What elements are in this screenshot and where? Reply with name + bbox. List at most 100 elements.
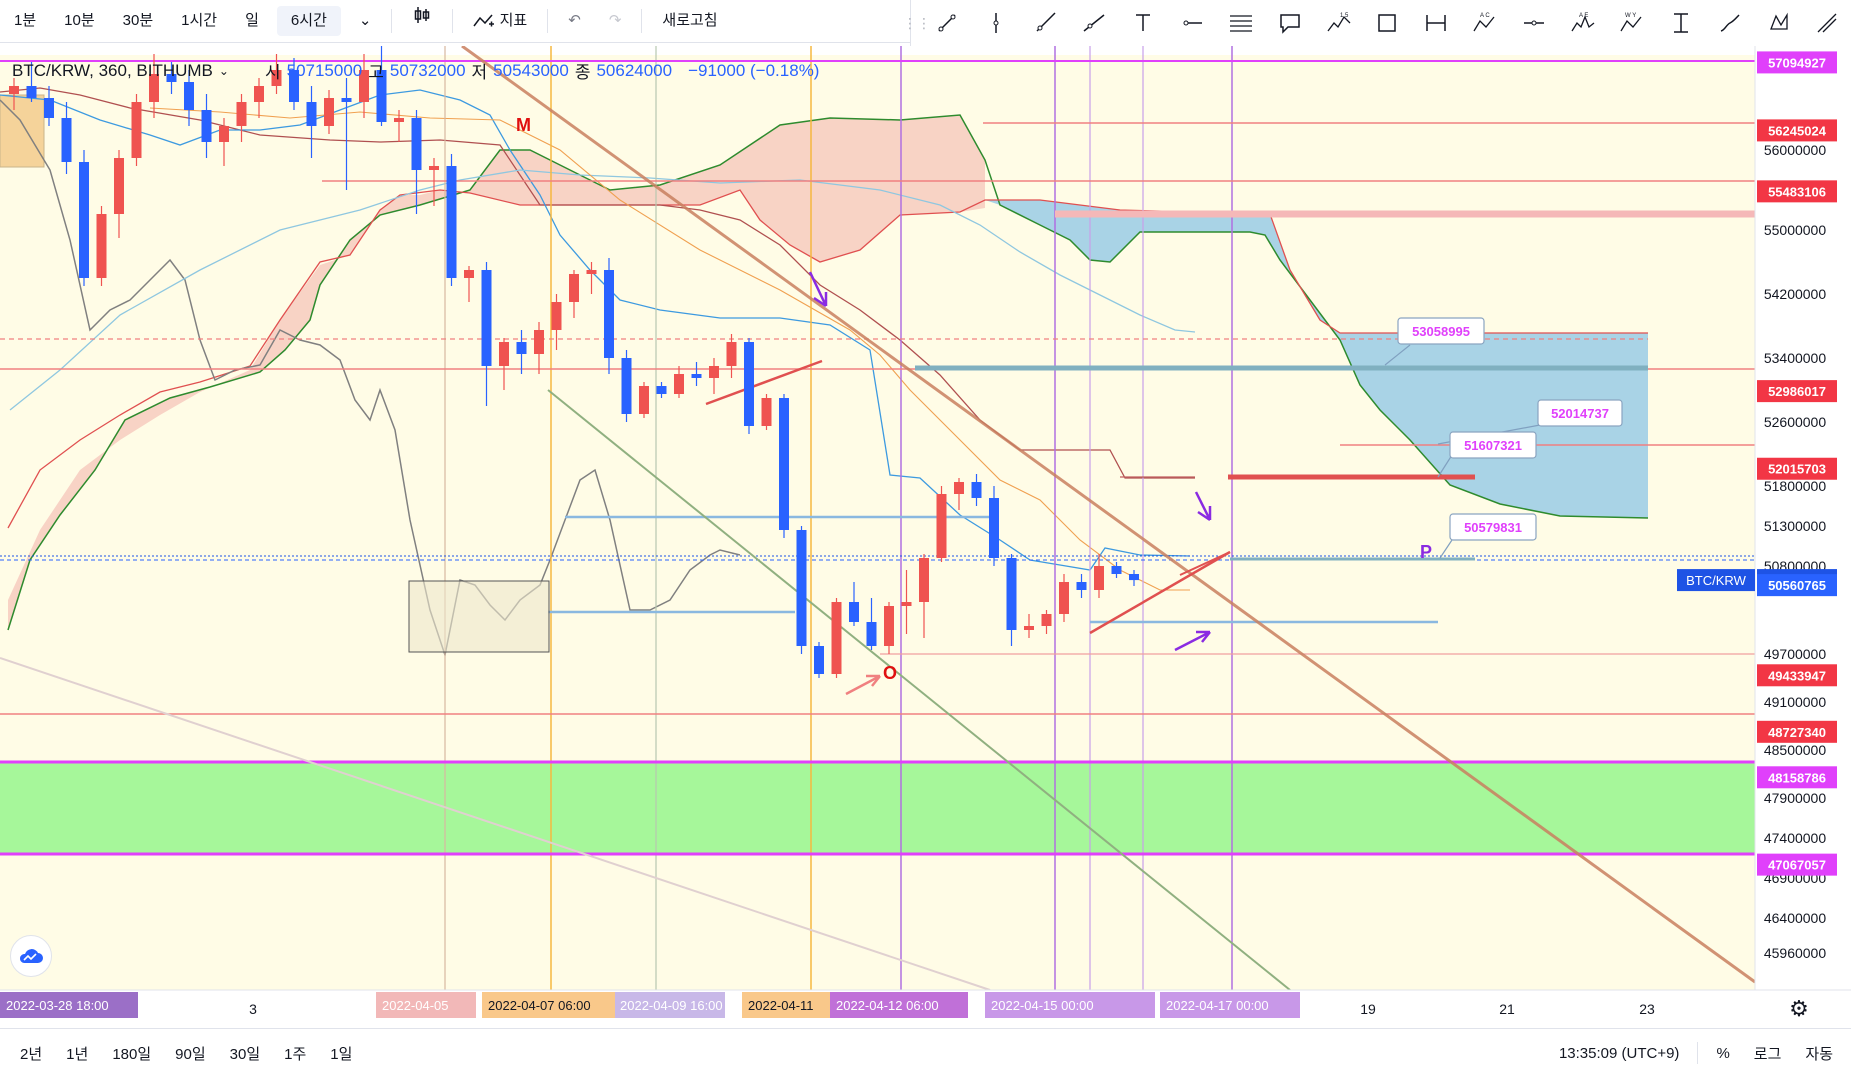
chevron-down-icon[interactable]: ⌄: [218, 63, 229, 78]
refresh-button[interactable]: 새로고침: [662, 12, 718, 29]
rectangle-tool[interactable]: [1363, 0, 1412, 46]
price-axis[interactable]: [1755, 46, 1851, 990]
clock-time[interactable]: 13:35:09 (UTC+9): [1558, 1044, 1680, 1062]
redo-icon: ↷: [608, 12, 622, 29]
candle-11: [201, 94, 212, 158]
text-tool[interactable]: [1119, 0, 1168, 46]
time-label-2022-03-28: 2022-03-28 18:00: [0, 992, 138, 1018]
wxy-pattern-icon: W Y: [1620, 13, 1642, 32]
wxy-pattern-tool[interactable]: W Y: [1607, 0, 1656, 46]
svg-text:2022-04-09 16:00: 2022-04-09 16:00: [620, 998, 723, 1013]
price-range-tool[interactable]: [1656, 0, 1705, 46]
callout-52014737[interactable]: 52014737: [1437, 399, 1623, 445]
ray-tool[interactable]: [1021, 0, 1070, 46]
range-1w[interactable]: 1주: [284, 1045, 307, 1063]
callout-51607321[interactable]: 51607321: [1437, 431, 1537, 478]
range-1d[interactable]: 1일: [330, 1045, 353, 1063]
undo-button[interactable]: ↶: [554, 0, 595, 42]
open-label: 시: [264, 63, 281, 82]
price-tick-10: 48500000: [1764, 742, 1827, 758]
low-value: 50543000: [493, 60, 569, 80]
indicators-button[interactable]: 지표: [459, 0, 541, 42]
svg-text:2022-04-17 00:00: 2022-04-17 00:00: [1166, 998, 1269, 1013]
price-tick-8: 49700000: [1764, 646, 1827, 662]
candle-0: [9, 78, 19, 110]
price-tick-3: 53400000: [1764, 350, 1827, 366]
callout-53058995[interactable]: 53058995: [1384, 317, 1485, 366]
price-label-56245024: 56245024: [1757, 119, 1837, 142]
price-chart[interactable]: M O P 53058995 52014737 51607321 5057983…: [0, 46, 1851, 1028]
chart-type-button[interactable]: [398, 0, 446, 42]
candle-1: [26, 62, 37, 102]
head-shoulders-tool[interactable]: A E: [1559, 0, 1608, 46]
vertical-line-tool[interactable]: [972, 0, 1021, 46]
candle-23: [411, 110, 422, 214]
range-90d[interactable]: 90일: [175, 1045, 206, 1063]
log-toggle[interactable]: 로그: [1753, 1045, 1782, 1063]
svg-text:W Y: W Y: [1625, 13, 1636, 19]
candle-43: [761, 394, 772, 430]
interval-6h[interactable]: 6시간: [276, 6, 341, 36]
price-range-icon: [1673, 13, 1688, 33]
percent-toggle[interactable]: %: [1716, 1044, 1730, 1062]
price-tick-14: 46400000: [1764, 910, 1827, 926]
extended-line-tool[interactable]: [1070, 0, 1119, 46]
candle-57: [1006, 554, 1017, 646]
range-1y[interactable]: 1년: [66, 1045, 89, 1063]
candle-42: [744, 338, 754, 434]
candle-33: [586, 262, 597, 294]
fib-retracement-tool[interactable]: [1216, 0, 1265, 46]
interval-30m[interactable]: 30분: [122, 12, 154, 29]
interval-dropdown[interactable]: ⌄: [345, 0, 386, 42]
candle-47: [831, 598, 842, 678]
candle-37: [656, 382, 667, 398]
range-180d[interactable]: 180일: [112, 1045, 152, 1063]
range-30d[interactable]: 30일: [229, 1045, 261, 1063]
pitchfork-icon: [1818, 13, 1837, 33]
price-tick-15: 45960000: [1764, 945, 1827, 961]
auto-toggle[interactable]: 자동: [1805, 1045, 1833, 1063]
time-tick-23: 23: [1639, 1001, 1655, 1017]
symbol-legend[interactable]: BTC/KRW, 360, BITHUMB ⌄ 시 50715000 고 50732…: [12, 58, 819, 83]
time-tick-3: 3: [249, 1001, 257, 1017]
brush-tool[interactable]: [1705, 0, 1754, 46]
price-tick-9: 49100000: [1764, 694, 1827, 710]
vertical-line-icon: [993, 13, 999, 33]
drag-handle-icon[interactable]: ⋮⋮: [903, 14, 931, 31]
trend-line-tool[interactable]: [923, 0, 972, 46]
symbol-label[interactable]: BTC/KRW, 360, BITHUMB: [12, 60, 213, 80]
extended-line-icon: [1083, 14, 1105, 32]
interval-10m[interactable]: 10분: [64, 12, 95, 29]
chart-settings-button[interactable]: ⚙: [1784, 994, 1814, 1024]
candle-16: [289, 58, 299, 110]
candle-20: [359, 54, 369, 118]
candle-5: [96, 206, 107, 286]
interval-1m[interactable]: 1분: [14, 12, 37, 29]
open-value: 50715000: [286, 60, 363, 80]
interval-1d[interactable]: 일: [245, 12, 259, 29]
elliott-wave-tool[interactable]: 1 5: [1314, 0, 1363, 46]
pitchfork-tool[interactable]: [1803, 0, 1851, 46]
interval-1h[interactable]: 1시간: [181, 12, 218, 29]
tradingview-logo-button[interactable]: [10, 935, 52, 977]
xabcd-pattern-tool[interactable]: [1754, 0, 1803, 46]
candle-12: [219, 118, 229, 166]
price-axis-ticks: 56000000 55000000 54200000 53400000 52600000…: [1764, 142, 1827, 961]
horizontal-ray-tool[interactable]: [1167, 0, 1216, 46]
range-2y[interactable]: 2년: [20, 1045, 43, 1063]
horizontal-line-tool[interactable]: [1510, 0, 1559, 46]
svg-text:2022-04-05: 2022-04-05: [382, 998, 449, 1013]
redo-button[interactable]: ↷: [595, 0, 636, 42]
date-range-tool[interactable]: [1412, 0, 1461, 46]
price-label-50560765: 50560765: [1757, 574, 1837, 597]
callout-tool[interactable]: [1265, 0, 1314, 46]
candle-48: [849, 582, 859, 626]
abcd-pattern-tool[interactable]: A C: [1461, 0, 1510, 46]
candle-61: [1076, 574, 1087, 598]
callout-50579831[interactable]: 50579831: [1439, 513, 1537, 559]
candle-10: [184, 70, 194, 126]
candle-7: [131, 94, 142, 166]
price-tick-0: 56000000: [1764, 142, 1827, 158]
support-zone-green: [0, 762, 1755, 854]
trend-line-icon: [938, 14, 956, 32]
